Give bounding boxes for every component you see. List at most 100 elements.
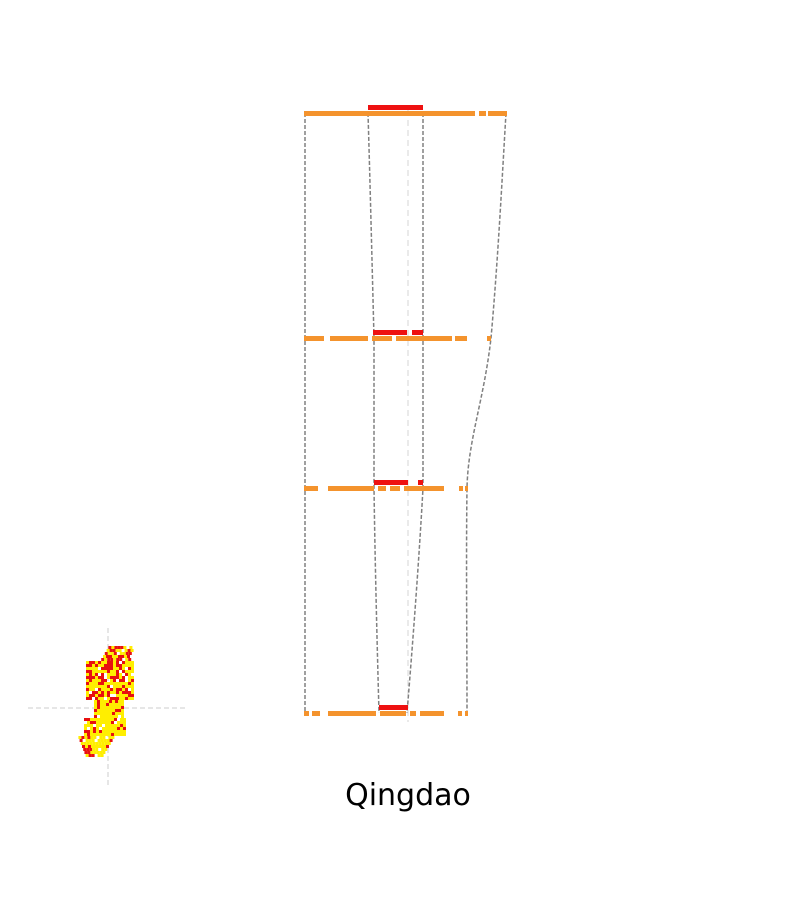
blob-cell (113, 688, 116, 691)
blob-cell (84, 736, 88, 739)
blob-cell (92, 685, 95, 688)
blob-cell (104, 688, 107, 691)
blob-cell (86, 697, 89, 700)
blob-cell (92, 667, 95, 670)
blob-cell (121, 715, 124, 718)
blob-cell (96, 733, 99, 736)
blob-cell (110, 664, 113, 667)
level-2-red-bar (412, 330, 423, 335)
blob-cell (115, 712, 118, 715)
level-4-orange-bar (410, 711, 416, 716)
blob-cell (86, 694, 89, 697)
blob-cell (95, 661, 98, 664)
blob-cell (131, 691, 134, 694)
blob-cell (108, 730, 111, 733)
blob-cell (109, 709, 112, 712)
blob-cell (115, 703, 118, 706)
blob-cell (95, 691, 98, 694)
blob-cell (104, 694, 107, 697)
diagram-title: Qingdao (345, 778, 471, 813)
level-2 (304, 330, 491, 341)
blob-cell (115, 655, 118, 658)
blob-cell (123, 718, 126, 721)
blob-cell (125, 652, 129, 655)
blob-cell (97, 754, 101, 757)
blob-cell (102, 721, 105, 724)
blob-cell (110, 673, 113, 676)
blob-cell (116, 658, 120, 661)
level-2-orange-bar (304, 336, 324, 341)
blob-cell (118, 712, 121, 715)
blob-cell (98, 682, 101, 685)
blob-cell (107, 667, 110, 670)
blob-cell (107, 658, 111, 661)
blob-cell (91, 754, 95, 757)
blob-cell (92, 664, 95, 667)
blob-cell (83, 748, 87, 751)
blob-cell (115, 700, 118, 703)
blob-cell (115, 649, 119, 652)
blob-cell (114, 718, 117, 721)
blob-cell (131, 697, 134, 700)
blob-cell (120, 721, 123, 724)
blob-cell (112, 715, 115, 718)
blob-cell (122, 664, 125, 667)
level-3-orange-bar (390, 486, 400, 491)
blob-cell (115, 706, 118, 709)
blob-cell (111, 721, 114, 724)
blob-cell (100, 754, 104, 757)
blob-cell (89, 673, 92, 676)
blob-cell (98, 685, 101, 688)
blob-cell (103, 709, 106, 712)
blob-cell (105, 721, 108, 724)
level-1-red-bar (368, 105, 423, 110)
blob-cell (111, 727, 114, 730)
blob-cell (104, 691, 107, 694)
blob-cell (125, 658, 129, 661)
level-4-orange-bar (458, 711, 462, 716)
blob-cell (93, 751, 97, 754)
blob-cell (94, 700, 97, 703)
blob-cell (131, 664, 134, 667)
blob-cell (128, 670, 131, 673)
blob-cell (131, 661, 134, 664)
blob-cell (125, 691, 128, 694)
level-4 (304, 705, 468, 716)
blob-cell (128, 682, 131, 685)
blob-cell (106, 700, 109, 703)
blob-cell (87, 736, 91, 739)
blob-cell (117, 727, 120, 730)
blob-cell (87, 721, 90, 724)
blob-cell (110, 667, 113, 670)
blob-cell (107, 652, 111, 655)
blob-cell (92, 742, 96, 745)
blob-cell (106, 655, 109, 658)
blob-cell (105, 730, 108, 733)
blob-cell (117, 646, 121, 649)
blob-cell (104, 658, 108, 661)
blob-cell (86, 748, 90, 751)
blob-cell (104, 748, 108, 751)
blob-cell (128, 664, 131, 667)
blob-cell (115, 709, 118, 712)
blob-cell (94, 712, 97, 715)
blob-cell (95, 682, 98, 685)
blob-cell (106, 649, 110, 652)
blob-cell (96, 730, 99, 733)
level-4-orange-bar (328, 711, 376, 716)
level-1-gap (486, 111, 488, 116)
blob-cell (100, 709, 103, 712)
blob-cell (128, 685, 131, 688)
blob-cell (104, 661, 107, 664)
blob-cell (120, 733, 123, 736)
blob-cell (113, 652, 117, 655)
blob-cell (99, 751, 103, 754)
blob-cell (101, 673, 104, 676)
blob-cell (119, 688, 122, 691)
blob-cell (101, 685, 104, 688)
blob-cell (88, 745, 91, 748)
blob-cell (101, 682, 104, 685)
blob-cell (104, 742, 108, 745)
blob-cell (116, 682, 119, 685)
blob-cell (110, 658, 114, 661)
